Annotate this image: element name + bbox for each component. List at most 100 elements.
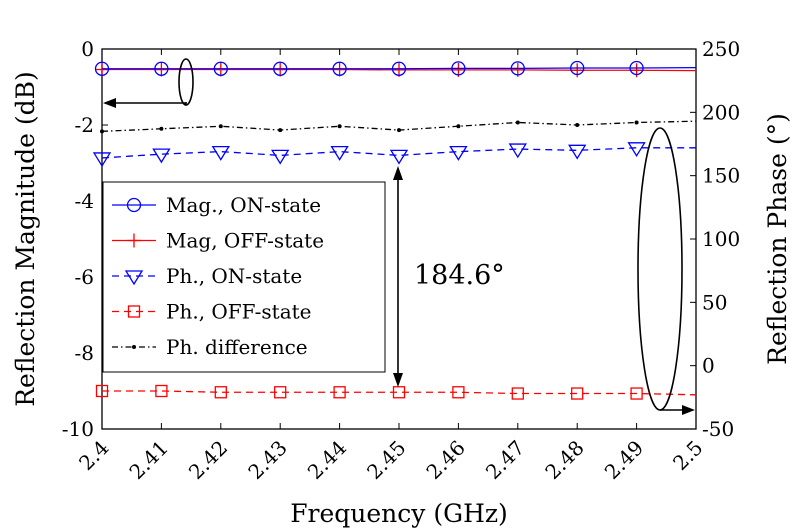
y-right-tick-label: 200 [702, 100, 740, 124]
data-point-ph-difference [515, 120, 520, 125]
data-point-ph-on-state [152, 148, 171, 164]
y-left-axis-title: Reflection Magnitude (dB) [11, 71, 40, 407]
data-point-mag-off-state [154, 62, 169, 77]
data-point-ph-difference [634, 120, 639, 125]
legend-label-ph-difference: Ph. difference [166, 335, 308, 359]
legend-marker-ph-difference [132, 345, 136, 349]
y-right-axis-title: Reflection Phase (°) [763, 113, 792, 365]
x-tick-label: 2.49 [600, 436, 648, 484]
y-right-tick-label: 150 [702, 164, 740, 188]
data-point-ph-on-state [330, 145, 349, 161]
y-left-tick-label: -2 [75, 113, 94, 137]
data-point-ph-off-state [571, 387, 584, 400]
data-point-ph-off-state [214, 386, 227, 399]
data-point-ph-difference [278, 128, 283, 133]
legend-marker-ph-on-state [124, 270, 144, 286]
legend-label-mag-on-state: Mag., ON-state [166, 193, 321, 217]
y-right-tick-label: 250 [702, 37, 740, 61]
y-left-tick-label: -10 [62, 417, 94, 441]
x-tick-label: 2.45 [362, 436, 410, 484]
legend-box [102, 181, 386, 373]
data-point-mag-off-state [392, 62, 406, 77]
data-point-ph-off-state [155, 384, 168, 398]
data-point-ph-difference [100, 129, 104, 134]
data-point-mag-on-state [94, 61, 110, 76]
legend: Mag., ON-state Mag, OFF-state Ph., ON-stat… [102, 181, 386, 373]
x-tick-label: 2.42 [184, 436, 232, 484]
y-right-tick-label: 0 [702, 354, 715, 378]
data-point-mag-on-state [154, 61, 169, 76]
x-tick-label: 2.5 [668, 436, 707, 475]
data-point-mag-off-state [213, 62, 228, 77]
data-point-mag-on-state [629, 60, 644, 76]
data-point-ph-difference [218, 124, 223, 129]
y-right-tick-label: 100 [702, 227, 740, 251]
data-point-ph-on-state [389, 149, 409, 165]
x-tick-label: 2.41 [124, 436, 172, 484]
x-axis-title: Frequency (GHz) [290, 499, 508, 528]
data-point-ph-on-state [211, 145, 230, 161]
data-point-mag-on-state [332, 61, 347, 76]
x-tick-label: 2.44 [303, 436, 351, 484]
data-point-mag-off-state [332, 62, 347, 77]
x-tick-label: 2.46 [421, 436, 469, 484]
series-line-ph-off-state [102, 390, 697, 396]
legend-label-mag-off-state: Mag, OFF-state [166, 229, 324, 253]
y-left-tick-label: -8 [75, 341, 94, 365]
data-point-ph-on-state [271, 149, 290, 165]
data-point-ph-off-state [392, 386, 406, 399]
data-point-ph-on-state [92, 152, 112, 168]
legend-label-ph-off-state: Ph., OFF-state [166, 300, 312, 324]
right-axis-pointer [637, 127, 695, 415]
phase-difference-annotation: 184.6° [414, 260, 505, 291]
right-pointer-arrowhead [682, 405, 695, 415]
data-point-mag-on-state [510, 61, 525, 76]
data-point-ph-off-state [95, 384, 109, 398]
phase-difference-arrow [393, 166, 403, 387]
data-point-ph-difference [337, 124, 342, 129]
series-line-ph-on-state [101, 147, 696, 159]
phase-arrow-head-bottom [393, 373, 403, 387]
data-point-ph-on-state [568, 144, 587, 160]
data-point-ph-off-state [452, 386, 465, 399]
data-point-mag-off-state [95, 62, 109, 77]
left-pointer-arrowhead [103, 98, 116, 108]
data-point-ph-off-state [511, 387, 524, 400]
data-point-mag-on-state [391, 61, 407, 76]
data-point-ph-difference [575, 123, 580, 127]
data-point-mag-on-state [273, 61, 288, 76]
data-point-ph-difference [456, 124, 461, 129]
legend-entries: Mag., ON-state Mag, OFF-state Ph., ON-stat… [112, 193, 324, 359]
x-tick-label: 2.47 [481, 436, 529, 484]
data-point-ph-difference [159, 126, 164, 131]
legend-label-ph-on-state: Ph., ON-state [166, 264, 302, 288]
legend-marker-mag-off-state [127, 233, 141, 248]
x-tick-label: 2.43 [243, 436, 291, 484]
y-right-tick-label: -50 [702, 417, 734, 441]
data-point-ph-on-state [449, 145, 468, 161]
tick-layer: 2.4 2.41 2.42 2.43 2.44 2.45 2.46 2.47 2.48 2.49 2… [62, 37, 740, 484]
x-tick-label: 2.4 [74, 436, 113, 475]
data-point-mag-off-state [273, 62, 288, 77]
x-tick-label: 2.48 [540, 436, 588, 484]
data-point-mag-on-state [570, 60, 585, 76]
data-point-ph-off-state [274, 386, 287, 399]
series-layer [92, 60, 697, 400]
y-left-tick-label: -4 [75, 189, 94, 213]
left-axis-pointer [103, 58, 194, 108]
data-point-ph-on-state [508, 143, 527, 159]
data-point-ph-on-state [627, 142, 646, 158]
y-right-tick-label: 50 [702, 290, 727, 314]
phase-arrow-head-top [393, 166, 403, 180]
y-left-tick-label: 0 [81, 37, 94, 61]
y-left-tick-label: -6 [75, 265, 94, 289]
data-point-ph-off-state [333, 386, 346, 399]
data-point-mag-on-state [213, 61, 228, 76]
legend-marker-mag-on-state [126, 197, 142, 213]
data-point-ph-off-state [630, 387, 643, 400]
data-point-mag-on-state [451, 61, 466, 76]
series-line-mag-on-state [102, 66, 697, 70]
legend-marker-ph-off-state [127, 305, 141, 318]
data-point-ph-difference [397, 128, 401, 133]
